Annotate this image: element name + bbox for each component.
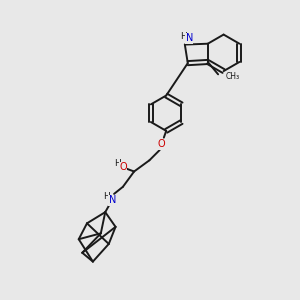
Text: H: H xyxy=(103,192,110,201)
Text: O: O xyxy=(158,139,166,149)
Text: CH₃: CH₃ xyxy=(226,72,240,81)
Text: H: H xyxy=(180,32,187,41)
Text: N: N xyxy=(109,195,116,205)
Text: H: H xyxy=(114,159,120,168)
Text: N: N xyxy=(186,33,193,43)
Text: O: O xyxy=(119,162,127,172)
